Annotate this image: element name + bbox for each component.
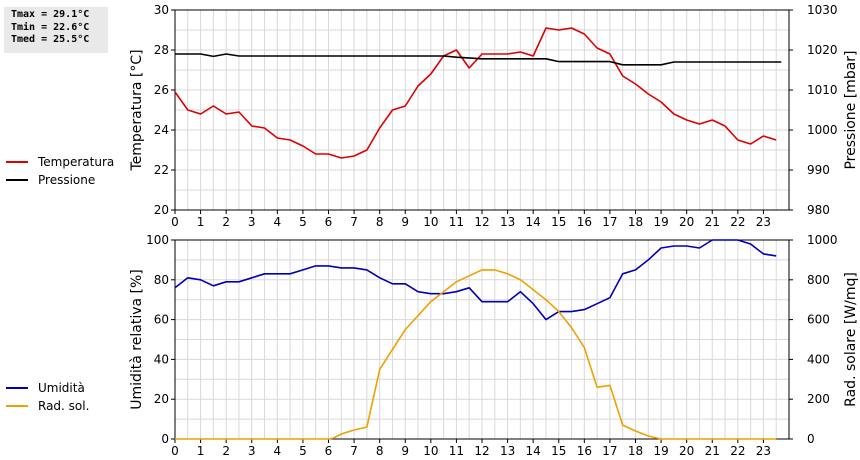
x-tick-label: 9 bbox=[401, 215, 409, 229]
x-tick-label: 21 bbox=[705, 444, 720, 458]
y-left-tick-label: 24 bbox=[154, 123, 169, 137]
y-left-tick-label: 0 bbox=[161, 432, 169, 446]
x-tick-label: 16 bbox=[577, 215, 592, 229]
x-tick-label: 2 bbox=[222, 444, 230, 458]
x-tick-label: 6 bbox=[325, 444, 333, 458]
x-tick-label: 18 bbox=[628, 444, 643, 458]
x-tick-label: 22 bbox=[730, 444, 745, 458]
y-right-tick-label: 200 bbox=[807, 392, 830, 406]
legend-item-humidity: Umidità bbox=[6, 379, 89, 397]
x-tick-label: 23 bbox=[756, 215, 771, 229]
stats-tmed: Tmed = 25.5°C bbox=[11, 34, 90, 45]
x-tick-label: 12 bbox=[474, 215, 489, 229]
x-tick-label: 10 bbox=[423, 444, 438, 458]
legend-label-humidity: Umidità bbox=[38, 381, 85, 395]
y-left-axis-title: Temperatura [°C] bbox=[129, 49, 145, 171]
y-right-tick-label: 800 bbox=[807, 273, 830, 287]
y-left-tick-label: 20 bbox=[154, 392, 169, 406]
y-right-tick-label: 1030 bbox=[807, 3, 838, 17]
legend-label-pressure: Pressione bbox=[38, 173, 96, 187]
y-right-tick-label: 0 bbox=[807, 432, 815, 446]
legend-swatch-solar bbox=[6, 405, 28, 407]
x-tick-label: 3 bbox=[248, 444, 256, 458]
x-tick-label: 6 bbox=[325, 215, 333, 229]
x-tick-label: 5 bbox=[299, 444, 307, 458]
y-left-tick-label: 100 bbox=[146, 233, 169, 247]
x-tick-label: 5 bbox=[299, 215, 307, 229]
x-tick-label: 12 bbox=[474, 444, 489, 458]
x-tick-label: 18 bbox=[628, 215, 643, 229]
y-left-axis-title: Umidità relativa [%] bbox=[129, 269, 145, 410]
x-tick-label: 17 bbox=[602, 215, 617, 229]
x-tick-label: 19 bbox=[653, 444, 668, 458]
y-left-tick-label: 26 bbox=[154, 83, 169, 97]
y-left-tick-label: 22 bbox=[154, 163, 169, 177]
legend-swatch-pressure bbox=[6, 179, 28, 181]
legend-item-temperature: Temperatura bbox=[6, 153, 114, 171]
y-right-axis-title: Pressione [mbar] bbox=[843, 50, 859, 169]
x-tick-label: 1 bbox=[197, 444, 205, 458]
x-tick-label: 22 bbox=[730, 215, 745, 229]
x-tick-label: 7 bbox=[350, 215, 358, 229]
x-tick-label: 9 bbox=[401, 444, 409, 458]
legend-label-temperature: Temperatura bbox=[38, 155, 115, 169]
legend-item-solar: Rad. sol. bbox=[6, 397, 89, 415]
y-left-tick-label: 60 bbox=[154, 313, 169, 327]
y-left-tick-label: 40 bbox=[154, 352, 169, 366]
y-right-tick-label: 400 bbox=[807, 352, 830, 366]
x-tick-label: 23 bbox=[756, 444, 771, 458]
y-right-tick-label: 1000 bbox=[807, 233, 838, 247]
y-right-tick-label: 990 bbox=[807, 163, 830, 177]
x-tick-label: 4 bbox=[274, 444, 282, 458]
series-line-temperatura bbox=[174, 27, 777, 159]
series-line-rad-sol bbox=[175, 269, 777, 440]
x-tick-label: 11 bbox=[449, 215, 464, 229]
x-tick-label: 20 bbox=[679, 215, 694, 229]
x-tick-label: 21 bbox=[705, 215, 720, 229]
legend-top: Temperatura Pressione bbox=[6, 153, 114, 189]
x-tick-label: 3 bbox=[248, 215, 256, 229]
y-left-tick-label: 28 bbox=[154, 43, 169, 57]
x-tick-label: 16 bbox=[577, 444, 592, 458]
x-tick-label: 0 bbox=[171, 444, 179, 458]
legend-label-solar: Rad. sol. bbox=[38, 399, 90, 413]
x-tick-label: 19 bbox=[653, 215, 668, 229]
legend-bottom: Umidità Rad. sol. bbox=[6, 379, 89, 415]
x-tick-label: 10 bbox=[423, 215, 438, 229]
x-tick-label: 1 bbox=[197, 215, 205, 229]
y-right-tick-label: 980 bbox=[807, 203, 830, 217]
y-left-tick-label: 80 bbox=[154, 273, 169, 287]
y-left-tick-label: 30 bbox=[154, 3, 169, 17]
x-tick-label: 2 bbox=[222, 215, 230, 229]
x-tick-label: 13 bbox=[500, 444, 515, 458]
y-right-tick-label: 1020 bbox=[807, 43, 838, 57]
x-tick-label: 7 bbox=[350, 444, 358, 458]
stats-box: Tmax = 29.1°C Tmin = 22.6°C Tmed = 25.5°… bbox=[4, 7, 108, 53]
x-tick-label: 4 bbox=[274, 215, 282, 229]
legend-swatch-humidity bbox=[6, 387, 28, 389]
x-tick-label: 17 bbox=[602, 444, 617, 458]
legend-swatch-temperature bbox=[6, 161, 28, 163]
stats-tmax: Tmax = 29.1°C bbox=[11, 9, 90, 20]
x-tick-label: 20 bbox=[679, 444, 694, 458]
y-right-tick-label: 600 bbox=[807, 313, 830, 327]
x-tick-label: 14 bbox=[526, 444, 541, 458]
y-right-axis-title: Rad. solare [W/mq] bbox=[843, 272, 859, 407]
x-tick-label: 8 bbox=[376, 444, 384, 458]
legend-item-pressure: Pressione bbox=[6, 171, 114, 189]
x-tick-label: 14 bbox=[526, 215, 541, 229]
series-line-pressione bbox=[175, 53, 782, 66]
x-tick-label: 13 bbox=[500, 215, 515, 229]
y-left-tick-label: 20 bbox=[154, 203, 169, 217]
x-tick-label: 15 bbox=[551, 215, 566, 229]
x-tick-label: 8 bbox=[376, 215, 384, 229]
stats-tmin: Tmin = 22.6°C bbox=[11, 21, 90, 33]
y-right-tick-label: 1000 bbox=[807, 123, 838, 137]
x-tick-label: 15 bbox=[551, 444, 566, 458]
series-line-umidit bbox=[174, 239, 777, 321]
y-right-tick-label: 1010 bbox=[807, 83, 838, 97]
x-tick-label: 11 bbox=[449, 444, 464, 458]
x-tick-label: 0 bbox=[171, 215, 179, 229]
